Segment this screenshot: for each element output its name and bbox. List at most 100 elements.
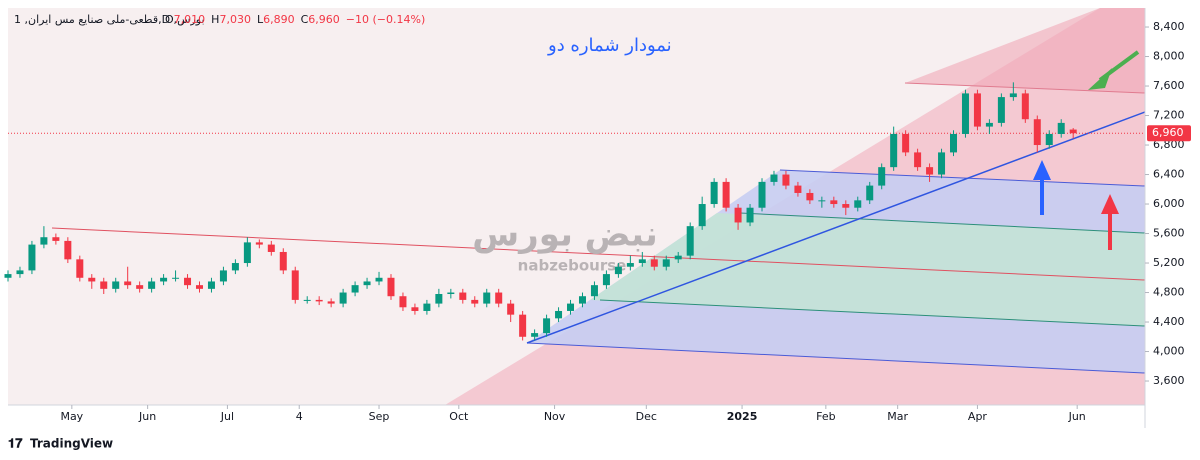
candle-body	[914, 152, 922, 168]
candle-body	[243, 242, 251, 264]
candle-body	[926, 167, 934, 175]
candle-body	[387, 277, 395, 297]
candle-body	[662, 259, 670, 267]
ohlc-key: C	[301, 13, 309, 26]
candle-body	[866, 185, 874, 201]
candle-body	[28, 244, 36, 271]
candle-body	[746, 207, 754, 223]
candle-body	[950, 133, 958, 153]
candle-body	[52, 237, 60, 241]
candle-body	[219, 270, 227, 282]
x-tick-label: Sep	[369, 410, 390, 423]
fork-line	[599, 299, 1146, 327]
y-tick-label: 6,400	[1153, 168, 1185, 181]
x-tick-label: Jul	[220, 410, 234, 423]
candle-body	[291, 270, 299, 300]
candle-body	[1033, 119, 1041, 146]
y-tick-label: 4,000	[1153, 345, 1185, 358]
candle-body	[279, 251, 287, 271]
marks	[4, 82, 1145, 341]
red-arrow	[1101, 194, 1119, 250]
candle-body	[447, 292, 455, 295]
blue-arrow	[1033, 160, 1051, 215]
ohlc-text: O7,010 H7,030 L6,890 C6,960 −10 (−0.14%)	[165, 13, 425, 26]
y-tick-label: 8,400	[1153, 20, 1185, 33]
candle-body	[411, 307, 419, 311]
ohlc-value: 6,960	[308, 13, 340, 26]
candle-body	[399, 296, 407, 308]
x-tick-label: 4	[296, 410, 303, 423]
candle-body	[854, 200, 862, 208]
candle-body	[614, 266, 622, 275]
candle-body	[519, 314, 527, 337]
candle-body	[148, 281, 156, 289]
candle-body	[710, 181, 718, 205]
ohlc-value: 6,890	[263, 13, 295, 26]
candle-body	[567, 303, 575, 311]
y-tick-label: 4,400	[1153, 315, 1185, 328]
candle-body	[961, 93, 969, 134]
candle-body	[698, 204, 706, 227]
y-tick-label: 8,000	[1153, 50, 1185, 63]
header: 1 ,قطعی-ملی صنایع مس ایران,D ,بورس	[14, 13, 205, 26]
candle-body	[207, 281, 215, 289]
candle-body	[590, 285, 598, 297]
candle-body	[76, 259, 84, 278]
candle-body	[638, 259, 646, 264]
candle-body	[626, 263, 634, 267]
candle-body	[531, 333, 539, 337]
candle-body	[842, 204, 850, 208]
candle-body	[758, 181, 766, 208]
ohlc-value: 7,010	[174, 13, 206, 26]
x-tick-label: May	[60, 410, 83, 423]
candle-body	[985, 122, 993, 127]
footer: TradingView	[30, 437, 113, 451]
candle-body	[255, 242, 263, 245]
candle-body	[459, 292, 467, 300]
candle-body	[303, 299, 311, 301]
candle-body	[136, 285, 144, 289]
candle-body	[4, 274, 12, 278]
candle-body	[1045, 133, 1053, 146]
candle-body	[578, 296, 586, 304]
fork-line	[526, 342, 1146, 374]
x-tick-label: Dec	[636, 410, 657, 423]
ohlc-value: 7,030	[219, 13, 251, 26]
candle-body	[602, 274, 610, 286]
candle-body	[64, 240, 72, 260]
y-tick-label: 5,200	[1153, 256, 1185, 269]
x-tick-label: Jun	[138, 410, 156, 423]
change: −10 (−0.14%)	[346, 13, 425, 26]
candle-body	[938, 152, 946, 175]
annotation: نمودار شماره دو	[547, 35, 672, 56]
y-tick-label: 6,800	[1153, 138, 1185, 151]
candle-body	[686, 226, 694, 256]
watermark: نبض بورس	[472, 215, 657, 255]
candle-body	[1069, 129, 1077, 134]
candle-body	[375, 277, 383, 282]
y-tick-label: 7,200	[1153, 109, 1185, 122]
candle-body	[794, 185, 802, 193]
candle-body	[543, 318, 551, 334]
ohlc-legend: O7,010 H7,030 L6,890 C6,960 −10 (−0.14%)	[165, 13, 425, 26]
x-tick-label: Apr	[968, 410, 988, 423]
fork-line	[904, 82, 1146, 94]
candle-body	[890, 133, 898, 168]
y-tick-label: 7,600	[1153, 79, 1185, 92]
candle-body	[339, 292, 347, 304]
candle-body	[818, 200, 826, 202]
candle-body	[435, 294, 443, 304]
candle-body	[722, 181, 730, 208]
candle-body	[315, 299, 323, 302]
ohlc-key: H	[211, 13, 219, 26]
candle-body	[124, 281, 132, 286]
candle-body	[830, 200, 838, 205]
candle-body	[555, 310, 563, 319]
trend-line	[526, 111, 1146, 344]
candle-body	[483, 292, 491, 304]
candle-body	[40, 237, 48, 245]
ohlc-key: O	[165, 13, 174, 26]
pitchfork-median-zone	[590, 213, 1145, 326]
candle-body	[172, 277, 180, 279]
